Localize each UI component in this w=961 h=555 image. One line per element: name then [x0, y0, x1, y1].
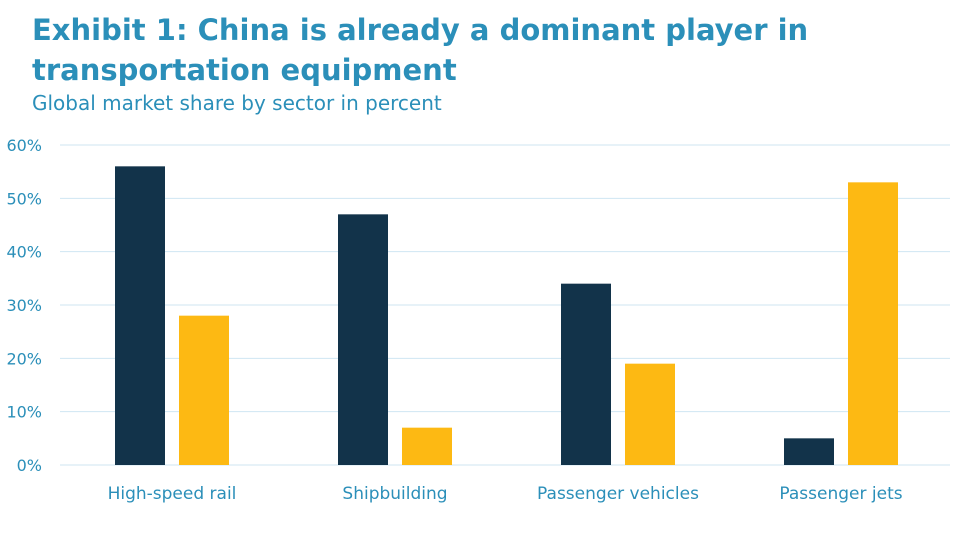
x-category-label: Shipbuilding — [342, 484, 447, 504]
y-tick-label: 30% — [6, 296, 42, 315]
bars — [115, 166, 898, 466]
y-tick-label: 20% — [6, 349, 42, 368]
y-axis-ticks: 0% 10% 20% 30% 40% 50% 60% — [6, 136, 42, 475]
bar-dark-shipbuilding — [338, 214, 388, 465]
x-category-label: Passenger vehicles — [537, 484, 699, 504]
chart-subtitle: Global market share by sector in percent — [32, 91, 442, 115]
y-tick-label: 40% — [6, 243, 42, 262]
bar-dark-passenger-jets — [784, 438, 834, 465]
bar-yellow-passenger-jets — [848, 182, 898, 466]
bar-dark-passenger-vehicles — [561, 283, 611, 465]
bar-yellow-shipbuilding — [402, 427, 452, 465]
x-axis-categories: High-speed rail Shipbuilding Passenger veh… — [108, 484, 903, 504]
x-category-label: High-speed rail — [108, 484, 237, 504]
y-tick-label: 50% — [6, 189, 42, 208]
y-tick-label: 10% — [6, 403, 42, 422]
bar-yellow-high-speed-rail — [179, 315, 229, 465]
bar-dark-high-speed-rail — [115, 166, 165, 466]
bar-yellow-passenger-vehicles — [625, 363, 675, 465]
x-category-label: Passenger jets — [779, 484, 902, 504]
y-tick-label: 60% — [6, 136, 42, 155]
chart-title: Exhibit 1: China is already a dominant p… — [32, 13, 809, 87]
y-tick-label: 0% — [17, 456, 42, 475]
